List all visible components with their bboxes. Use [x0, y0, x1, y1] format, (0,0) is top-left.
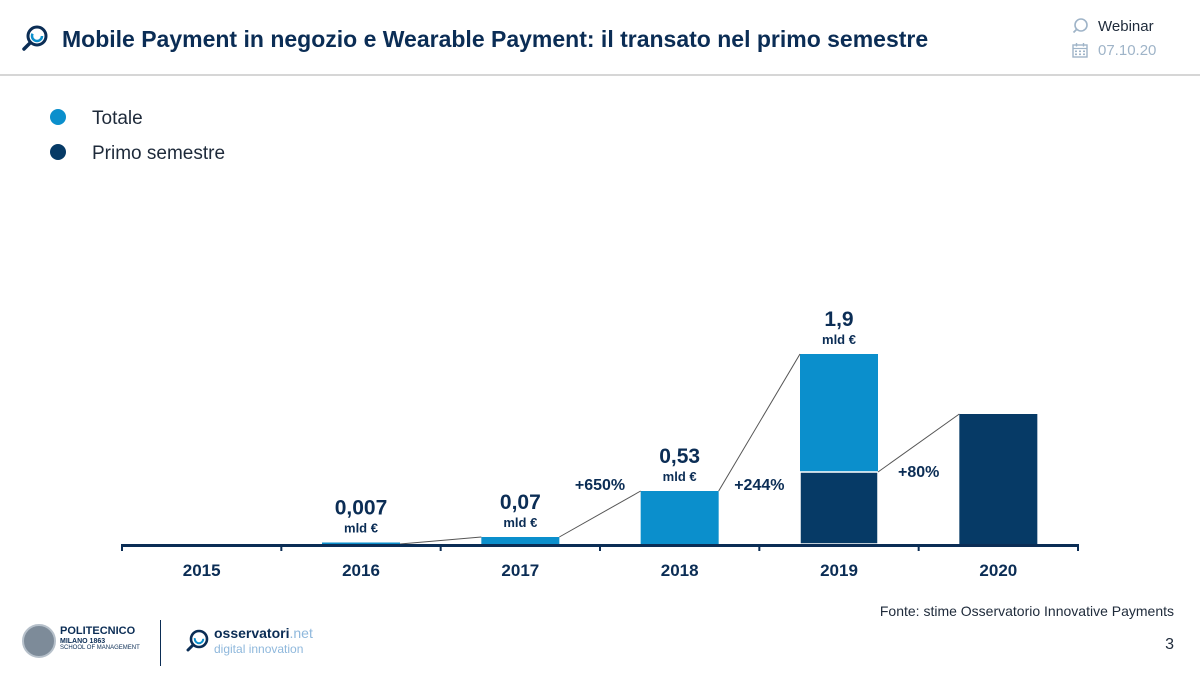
calendar-icon [1072, 43, 1088, 58]
x-tick-label-2018: 2018 [661, 561, 699, 580]
x-tick-label-2016: 2016 [342, 561, 380, 580]
polimi-school: SCHOOL OF MANAGEMENT [60, 644, 140, 651]
growth-label-2: +80% [898, 464, 939, 481]
growth-connector-0 [399, 536, 482, 545]
footer-divider [160, 620, 161, 666]
source-note: Fonte: stime Osservatorio Innovative Pay… [879, 603, 1174, 619]
data-label-value-2019: 1,9 [824, 308, 853, 331]
polimi-seal-icon [22, 624, 56, 658]
legend-swatch-primo-semestre [50, 144, 66, 160]
bar-primo-semestre-2020 [959, 414, 1038, 544]
x-tick-label-2015: 2015 [183, 561, 221, 580]
date-label: 07.10.20 [1072, 42, 1156, 59]
x-tick-label-2019: 2019 [820, 561, 858, 580]
data-label-value-2018: 0,53 [659, 445, 700, 468]
legend-label-totale: Totale [92, 108, 143, 129]
data-label-unit-2016: mld € [344, 521, 378, 536]
growth-connector-2 [718, 353, 801, 492]
polimi-name: POLITECNICO [60, 625, 136, 637]
data-label-value-2016: 0,007 [335, 497, 388, 520]
bar-totale-2017 [481, 537, 560, 544]
growth-label-0: +650% [575, 477, 625, 494]
bar-primo-semestre-2019 [799, 471, 879, 545]
event-text: Webinar [1098, 18, 1154, 35]
page-number: 3 [1165, 636, 1174, 653]
chat-bubble-icon [1072, 18, 1088, 34]
date-text: 07.10.20 [1098, 42, 1157, 59]
data-label-unit-2017: mld € [503, 515, 537, 530]
legend-item-totale: Totale [50, 108, 143, 130]
page-title: Mobile Payment in negozio e Wearable Pay… [62, 26, 929, 52]
event-label: Webinar [1072, 18, 1154, 35]
osservatori-dot: .net [289, 625, 313, 641]
polimi-city: MILANO 1863 [60, 637, 106, 645]
data-label-unit-2018: mld € [663, 469, 697, 484]
osservatori-sub: digital innovation [214, 641, 304, 656]
bar-totale-2016 [322, 542, 400, 544]
data-label-value-2017: 0,07 [500, 491, 541, 514]
magnifier-logo-icon [22, 25, 48, 51]
osservatori-main: osservatori [214, 625, 290, 641]
legend-item-primo-semestre: Primo semestre [50, 143, 225, 165]
legend-label-primo-semestre: Primo semestre [92, 143, 226, 164]
bar-totale-2018 [640, 491, 719, 544]
growth-connector-1 [559, 490, 641, 538]
growth-connector-3 [877, 413, 960, 473]
legend-swatch-totale [50, 109, 66, 125]
x-tick-label-2020: 2020 [979, 561, 1017, 580]
x-tick-label-2017: 2017 [501, 561, 539, 580]
growth-label-1: +244% [734, 477, 784, 494]
osservatori-magnifier-icon [186, 629, 209, 652]
data-label-unit-2019: mld € [822, 332, 856, 347]
header-divider [0, 74, 1200, 76]
